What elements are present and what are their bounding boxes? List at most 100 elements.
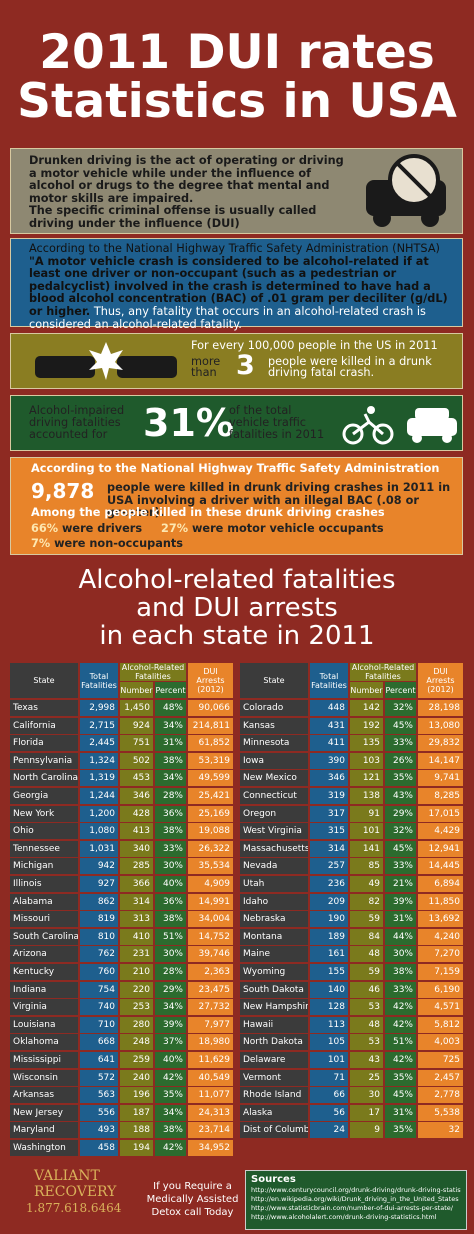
data-cell: 34,952 [188, 1140, 233, 1156]
data-cell: 248 [120, 1034, 153, 1051]
data-cell: 59 [350, 964, 383, 980]
state-cell: New Hampshire [240, 999, 308, 1016]
state-cell: North Carolina [10, 770, 78, 787]
header-cell: Number [120, 682, 153, 698]
state-cell: Mississippi [10, 1052, 78, 1068]
data-cell: 314 [310, 840, 348, 857]
data-cell: 7,977 [188, 1016, 233, 1033]
data-cell: 493 [80, 1122, 118, 1139]
header-cell: State [240, 663, 308, 698]
sources-title: Sources [251, 1174, 296, 1185]
text: Thus, any fatality that occurs in an alc… [29, 304, 426, 331]
data-cell: 34% [155, 717, 186, 734]
data-cell: 725 [418, 1052, 463, 1068]
data-cell: 39,746 [188, 946, 233, 963]
data-cell: 30 [350, 1087, 383, 1104]
data-cell: 740 [80, 999, 118, 1016]
header-cell: Percent [385, 682, 416, 698]
data-cell: 196 [120, 1087, 153, 1104]
text: were non-occupants [54, 537, 183, 550]
header-cell: Total Fatalities [80, 663, 118, 698]
data-cell: 36% [155, 893, 186, 910]
data-cell: 21% [385, 876, 416, 892]
data-cell: 390 [310, 752, 348, 769]
data-cell: 19,088 [188, 823, 233, 840]
data-cell: 23,475 [188, 981, 233, 998]
data-cell: 1,200 [80, 805, 118, 822]
data-cell: 188 [120, 1122, 153, 1139]
data-cell: 35% [155, 1087, 186, 1104]
data-cell: 31% [385, 1104, 416, 1121]
data-cell: 641 [80, 1052, 118, 1068]
data-cell: 317 [310, 805, 348, 822]
state-cell: Illinois [10, 876, 78, 892]
data-cell: 101 [310, 1052, 348, 1068]
data-cell: 35% [385, 1069, 416, 1086]
text: For every 100,000 people in the US in 20… [191, 339, 438, 352]
vehicle-icons [342, 406, 457, 445]
data-cell: 2,445 [80, 735, 118, 752]
share-box: Alcohol-impaired driving fatalities acco… [10, 395, 463, 451]
data-cell: 121 [350, 770, 383, 787]
data-cell: 942 [80, 858, 118, 875]
data-cell: 53 [350, 1034, 383, 1051]
data-cell: 253 [120, 999, 153, 1016]
data-cell: 4,003 [418, 1034, 463, 1051]
data-cell: 43 [350, 1052, 383, 1068]
state-cell: Pennsylvania [10, 752, 78, 769]
state-cell: Arkansas [10, 1087, 78, 1104]
data-cell: 30% [155, 946, 186, 963]
nhtsa-box: According to the National Highway Traffi… [10, 238, 463, 330]
data-cell: 71 [310, 1069, 348, 1086]
data-cell: 2,998 [80, 700, 118, 716]
state-cell: Dist of Columbia [240, 1122, 308, 1139]
data-cell: 34% [155, 999, 186, 1016]
state-cell: Washington [10, 1140, 78, 1156]
data-cell: 187 [120, 1104, 153, 1121]
data-cell: 138 [350, 788, 383, 804]
data-cell: 453 [120, 770, 153, 787]
data-cell: 14,147 [418, 752, 463, 769]
data-cell: 18,980 [188, 1034, 233, 1051]
text: According to the National Highway Traffi… [31, 462, 440, 475]
text: were drivers [61, 522, 143, 535]
data-cell: 45% [385, 717, 416, 734]
data-cell: 51% [385, 1034, 416, 1051]
data-cell: 431 [310, 717, 348, 734]
text: were motor vehicle occupants [191, 522, 384, 535]
data-cell: 42% [155, 1140, 186, 1156]
state-cell: Montana [240, 928, 308, 945]
data-cell: 340 [120, 840, 153, 857]
data-cell: 33% [155, 840, 186, 857]
brand: VALIANT [34, 1168, 100, 1184]
data-cell: 43% [385, 788, 416, 804]
data-cell: 35,534 [188, 858, 233, 875]
header-cell: Alcohol-Related Fatalities [350, 663, 416, 681]
data-cell: 29% [385, 805, 416, 822]
data-cell: 27,732 [188, 999, 233, 1016]
state-cell: Nevada [240, 858, 308, 875]
data-cell: 346 [120, 788, 153, 804]
data-cell: 32% [385, 823, 416, 840]
section-title: Alcohol-related fatalities and DUI arres… [0, 566, 474, 650]
data-cell: 140 [310, 981, 348, 998]
logo: VALIANT RECOVERY 1.877.618.6464 [6, 1168, 121, 1228]
header-cell: DUI Arrests (2012) [188, 663, 233, 698]
state-cell: Hawaii [240, 1016, 308, 1033]
data-cell: 13,080 [418, 717, 463, 734]
data-cell: 66 [310, 1087, 348, 1104]
data-cell: 101 [350, 823, 383, 840]
data-cell: 563 [80, 1087, 118, 1104]
state-cell: Oregon [240, 805, 308, 822]
data-cell: 128 [310, 999, 348, 1016]
state-cell: Utah [240, 876, 308, 892]
data-cell: 59 [350, 911, 383, 928]
data-cell: 30% [385, 946, 416, 963]
state-cell: Minnesota [240, 735, 308, 752]
data-cell: 14,445 [418, 858, 463, 875]
state-cell: Connecticut [240, 788, 308, 804]
state-cell: Michigan [10, 858, 78, 875]
data-cell: 4,571 [418, 999, 463, 1016]
data-cell: 42% [155, 1069, 186, 1086]
data-cell: 25,169 [188, 805, 233, 822]
